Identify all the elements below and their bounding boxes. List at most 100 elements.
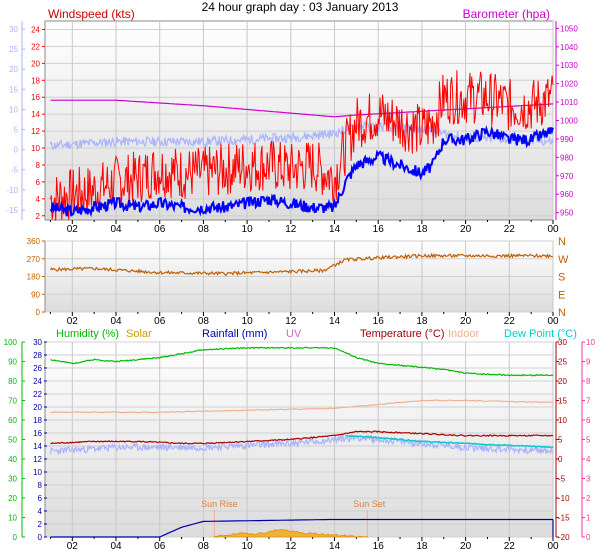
windspeed-legend: Windspeed (kts) [48, 7, 135, 21]
temperature-line [50, 430, 554, 445]
outer-left-axis-tick-label: 10 [9, 105, 18, 114]
direction-xtick-label: 06 [154, 316, 166, 327]
uv-axis-tick-label: 0 [586, 533, 591, 542]
wind-xtick-label: 14 [329, 224, 341, 235]
temperature-xtick-label: 16 [373, 541, 385, 552]
compass-label: N [558, 307, 566, 319]
outer-left-axis-tick-label: -15 [6, 206, 18, 215]
temperature-xtick-label: 14 [329, 541, 341, 552]
sunrise-label: Sun Rise [201, 499, 238, 509]
windspeed-axis-tick-label: 6 [36, 178, 41, 187]
indoor-line [50, 399, 554, 414]
wind-xtick-label: 16 [373, 224, 385, 235]
rainfall-axis-tick-label: 16 [33, 429, 42, 438]
wind-xtick-label: 12 [285, 224, 297, 235]
outer-left-axis-tick-label: 30 [9, 25, 18, 34]
rainfall-legend: Rainfall (mm) [202, 328, 267, 340]
rainfall-axis-tick-label: 8 [38, 481, 43, 490]
indoor-legend: Indoor [448, 328, 480, 340]
direction-xtick-label: 22 [504, 316, 516, 327]
rainfall-line [50, 518, 553, 538]
humidity-legend: Humidity (%) [56, 328, 119, 340]
rainfall-axis-tick-label: 18 [33, 416, 42, 425]
rainfall-axis-tick-label: 30 [33, 338, 42, 347]
rainfall-axis-tick-label: 14 [33, 442, 42, 451]
temperature-axis-tick-label: 5 [558, 436, 563, 445]
compass-label: N [558, 236, 566, 248]
chart-title: 24 hour graph day : 03 January 2013 [201, 0, 399, 14]
temperature-axis-tick-label: -10 [558, 494, 570, 503]
barometer-axis-tick-label: 950 [560, 209, 574, 218]
wind-xtick-label: 00 [547, 224, 559, 235]
rainfall-axis-tick-label: 26 [33, 364, 42, 373]
compass-label: W [558, 254, 569, 266]
humidity-axis-tick-label: 30 [8, 475, 17, 484]
barometer-axis-tick-label: 970 [560, 172, 574, 181]
temperature-axis-tick-label: -20 [558, 533, 570, 542]
rainfall-axis-tick-label: 4 [38, 507, 43, 516]
humidity-axis-tick-label: 50 [8, 436, 17, 445]
windspeed-axis-tick-label: 8 [36, 161, 41, 170]
compass-label: S [558, 272, 565, 284]
uv-axis-tick-label: 7 [586, 397, 591, 406]
uv-axis-tick-label: 3 [586, 475, 591, 484]
humidity-axis-tick-label: 20 [8, 494, 17, 503]
wind-xtick-label: 08 [198, 224, 210, 235]
rainfall-axis-tick-label: 20 [33, 403, 42, 412]
temperature-xtick-label: 00 [547, 541, 559, 552]
direction-axis-tick-label: 270 [27, 255, 41, 264]
windspeed-axis-tick-label: 2 [36, 212, 41, 221]
temperature-xtick-label: 04 [110, 541, 122, 552]
sunset-label: Sun Set [353, 499, 386, 509]
direction-xtick-label: 20 [460, 316, 472, 327]
temperature-axis-tick-label: 20 [558, 377, 567, 386]
humidity-axis-tick-label: 70 [8, 397, 17, 406]
wind-xtick-label: 10 [242, 224, 254, 235]
temperature-xtick-label: 02 [67, 541, 79, 552]
rainfall-axis-tick-label: 12 [33, 455, 42, 464]
compass-label: E [558, 289, 565, 301]
barometer-axis-tick-label: 1040 [560, 43, 578, 52]
barometer-line [50, 99, 554, 118]
humidity-axis-tick-label: 10 [8, 514, 17, 523]
direction-axis-tick-label: 0 [36, 308, 41, 317]
wind-direction-line [50, 252, 554, 277]
windspeed-axis-tick-label: 14 [31, 110, 40, 119]
direction-xtick-label: 08 [198, 316, 210, 327]
barometer-legend: Barometer (hpa) [463, 7, 550, 21]
humidity-axis-tick-label: 60 [8, 416, 17, 425]
humidity-band-line [49, 433, 554, 456]
outer-left-axis-tick-label: -10 [6, 186, 18, 195]
humidity-axis-tick-label: 0 [13, 533, 18, 542]
direction-axis-tick-label: 90 [31, 290, 40, 299]
barometer-axis-tick-label: 1020 [560, 80, 578, 89]
wind-xtick-label: 02 [67, 224, 79, 235]
temperature-axis-tick-label: 10 [558, 416, 567, 425]
temperature-xtick-label: 20 [460, 541, 472, 552]
dewpoint-legend: Dew Point (°C) [504, 328, 577, 340]
barometer-axis-tick-label: 980 [560, 153, 574, 162]
direction-axis-tick-label: 360 [27, 237, 41, 246]
humidity-line [50, 346, 554, 377]
barometer-axis-tick-label: 1050 [560, 24, 578, 33]
solar-area [213, 529, 369, 538]
uv-axis-tick-label: 5 [586, 436, 591, 445]
windspeed-axis-tick-label: 24 [31, 25, 40, 34]
barometer-axis-tick-label: 1010 [560, 98, 578, 107]
windspeed-axis-tick-label: 22 [31, 42, 40, 51]
direction-xtick-label: 12 [285, 316, 297, 327]
windspeed-axis-tick-label: 10 [31, 144, 40, 153]
uv-axis-tick-label: 6 [586, 416, 591, 425]
uv-legend: UV [286, 328, 302, 340]
temperature-axis-tick-label: -15 [558, 514, 570, 523]
temperature-axis-tick-label: -5 [558, 475, 566, 484]
humidity-axis-tick-label: 40 [8, 455, 17, 464]
wind-avg-line [49, 124, 554, 218]
barometer-axis-tick-label: 1030 [560, 61, 578, 70]
outer-left-axis-tick-label: 5 [14, 126, 19, 135]
temperature-xtick-label: 10 [242, 541, 254, 552]
outer-left-axis-tick-label: 20 [9, 65, 18, 74]
dewpoint-line [345, 434, 554, 449]
humidity-axis-tick-label: 80 [8, 377, 17, 386]
